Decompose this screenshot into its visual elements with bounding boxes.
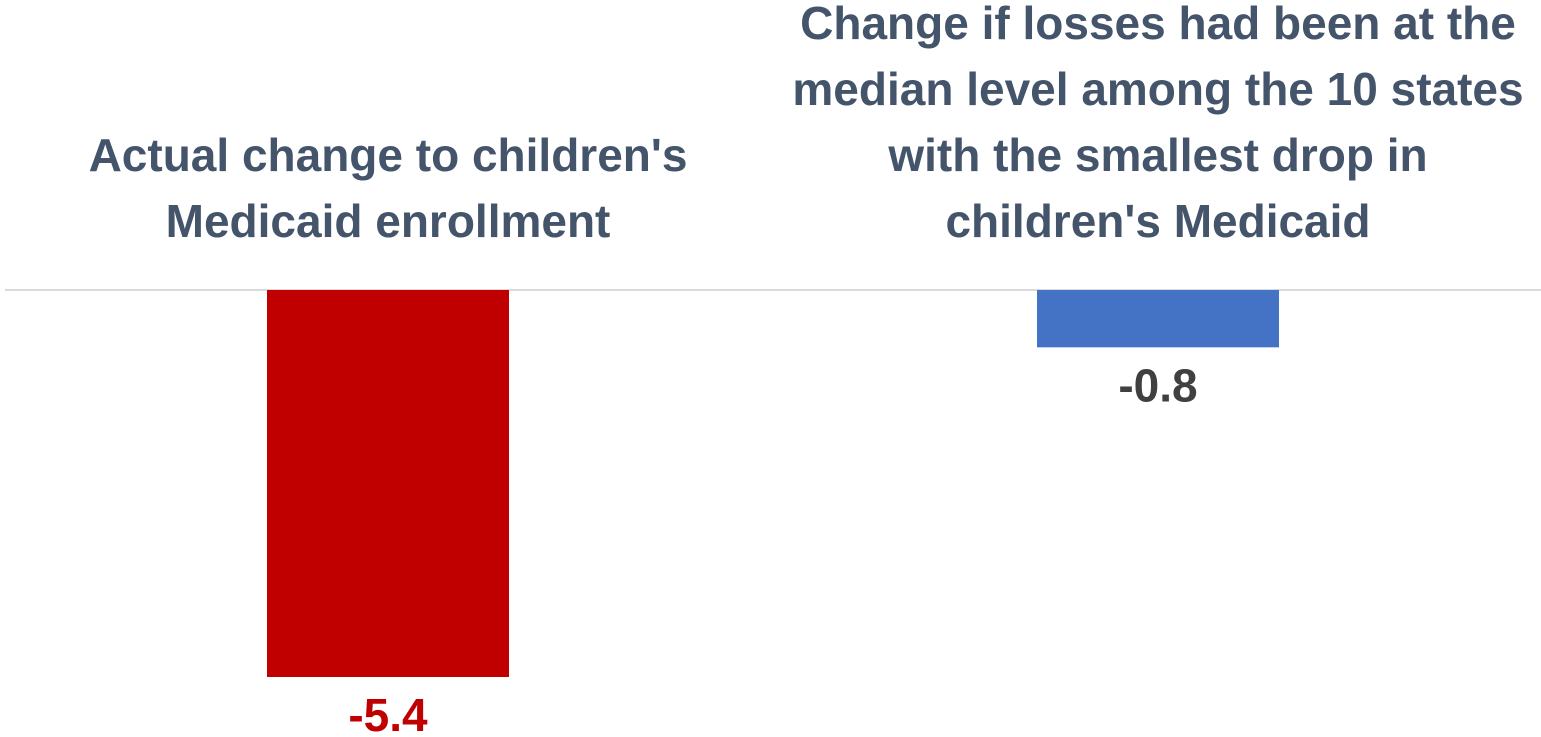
category-label-1: Actual change to children's Medicaid enro… — [89, 129, 688, 247]
category-label-line: Medicaid enrollment — [166, 195, 611, 247]
bar-2 — [1037, 290, 1279, 347]
value-label-1: -5.4 — [348, 689, 428, 737]
category-label-line: children's Medicaid — [945, 195, 1370, 247]
category-label-line: Change if losses had been at the — [800, 0, 1516, 49]
category-label-line: median level among the 10 states — [792, 63, 1523, 115]
category-label-line: with the smallest drop in — [887, 129, 1427, 181]
category-label-line: Actual change to children's — [89, 129, 688, 181]
value-label-2: -0.8 — [1118, 359, 1197, 411]
bar-1 — [267, 290, 509, 677]
bars — [267, 290, 1279, 677]
category-labels: Actual change to children's Medicaid enro… — [89, 0, 1524, 247]
category-label-2: Change if losses had been at the median l… — [792, 0, 1523, 247]
